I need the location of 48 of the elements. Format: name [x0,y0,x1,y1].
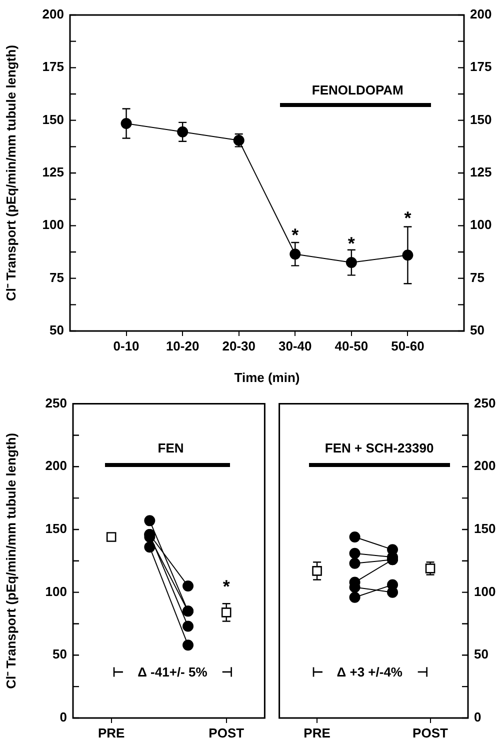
annotation: ⊢ Δ -41+/- 5% ⊣ [112,664,233,680]
x-tick-label: POST [208,725,244,740]
y2-tick-label: 50 [470,322,484,338]
annotation: * [348,233,355,254]
y-tick-label: 100 [42,217,64,232]
y2-tick-label: 100 [470,217,492,232]
x-tick-label: 50-60 [391,338,424,354]
x-tick-label: PRE [98,725,126,740]
y2-tick-label: 100 [474,584,496,599]
y2-tick-label: 200 [474,458,496,474]
annotation: * [404,208,412,228]
y-tick-label: 200 [45,458,67,474]
y-tick-label: 125 [42,164,64,180]
x-tick-label: POST [412,725,448,740]
x-tick-label: 30-40 [278,338,312,354]
y2-tick-label: 150 [470,112,492,127]
y2-tick-label: 125 [470,164,492,180]
y2-tick-label: 175 [470,59,492,74]
y2-tick-label: 50 [474,646,488,662]
x-tick-label: 40-50 [334,338,368,354]
y2-tick-label: 0 [474,710,482,725]
y2-tick-label: 75 [470,270,484,285]
annotation: * [222,576,230,596]
y-tick-label: 100 [45,584,67,599]
x-tick-label: 10-20 [166,338,200,354]
x-axis-title: Time (min) [234,370,300,385]
y-axis-title: Cl⁻ Transport (pEq/min/mm tubule length) [3,44,18,302]
y-tick-label: 175 [42,59,64,74]
y-tick-label: 200 [42,6,64,22]
annotation: * [292,225,299,246]
annotation: ⊢ Δ +3 +/-4% ⊣ [312,664,428,680]
y-tick-label: 50 [50,322,64,338]
x-tick-label: 20-30 [222,338,256,354]
y-tick-label: 75 [50,270,64,285]
y2-tick-label: 250 [474,395,496,410]
y-tick-label: 150 [45,521,67,536]
y-tick-label: 0 [60,710,67,725]
y-tick-label: 250 [45,395,67,410]
annotation: FEN [158,440,184,456]
x-tick-label: 0-10 [113,338,140,354]
y-tick-label: 150 [42,112,64,127]
annotation: FENOLDOPAM [312,82,404,98]
x-tick-label: PRE [304,725,331,740]
annotation: FEN + SCH-23390 [324,440,434,456]
y-tick-label: 50 [52,646,67,662]
y-axis-title: Cl⁻ Transport (pEq/min/mm tubule length) [3,432,18,689]
y2-tick-label: 200 [470,6,492,22]
y2-tick-label: 150 [474,521,496,536]
